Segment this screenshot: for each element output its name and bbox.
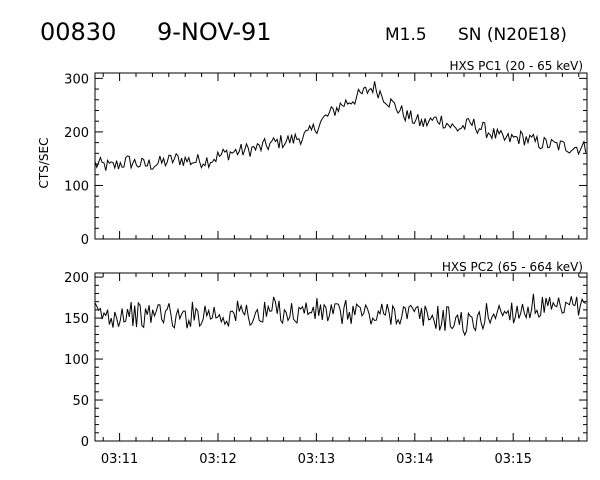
series-line-pc1 <box>94 81 587 171</box>
series-line-pc2 <box>94 293 586 337</box>
y-tick-label-pc1-100: 100 <box>64 179 89 194</box>
panel-pc2-frame <box>94 272 588 442</box>
event-id: 00830 <box>40 18 116 46</box>
y-tick-label-pc2-200: 200 <box>64 271 89 286</box>
panel-pc1-title: HXS PC1 (20 - 65 keV) <box>449 59 583 73</box>
y-tick-label-pc2-100: 100 <box>64 353 89 368</box>
event-date: 9-NOV-91 <box>157 18 272 46</box>
panel-pc2-title: HXS PC2 (65 - 664 keV) <box>442 260 583 274</box>
x-tick-label-0311: 03:11 <box>101 452 138 467</box>
panel-pc1-frame <box>94 72 588 240</box>
panel-pc2-ticks: 0 50 100 150 200 03:11 03:12 03:13 03:14 03:15 <box>64 271 587 467</box>
y-tick-label-pc1-300: 300 <box>64 72 89 87</box>
panel-pc2: HXS PC2 (65 - 664 keV) 0 50 100 150 200 03:11… <box>64 260 588 467</box>
x-tick-label-0314: 03:14 <box>396 452 433 467</box>
y-tick-label-pc1-0: 0 <box>81 233 89 248</box>
panel-pc1: HXS PC1 (20 - 65 keV) CTS/SEC 0 100 200 300 <box>37 59 588 248</box>
y-tick-label-pc2-150: 150 <box>64 312 89 327</box>
x-tick-label-0315: 03:15 <box>494 452 531 467</box>
panel-pc1-ticks: 0 100 200 300 <box>64 72 587 248</box>
flare-class: M1.5 <box>385 25 427 45</box>
flare-location: SN (N20E18) <box>458 25 567 45</box>
y-tick-label-pc1-200: 200 <box>64 126 89 141</box>
x-tick-label-0313: 03:13 <box>298 452 335 467</box>
y-tick-label-pc2-50: 50 <box>72 394 89 409</box>
x-tick-label-0312: 03:12 <box>199 452 236 467</box>
y-tick-label-pc2-0: 0 <box>81 435 89 450</box>
y-axis-label: CTS/SEC <box>37 138 51 189</box>
